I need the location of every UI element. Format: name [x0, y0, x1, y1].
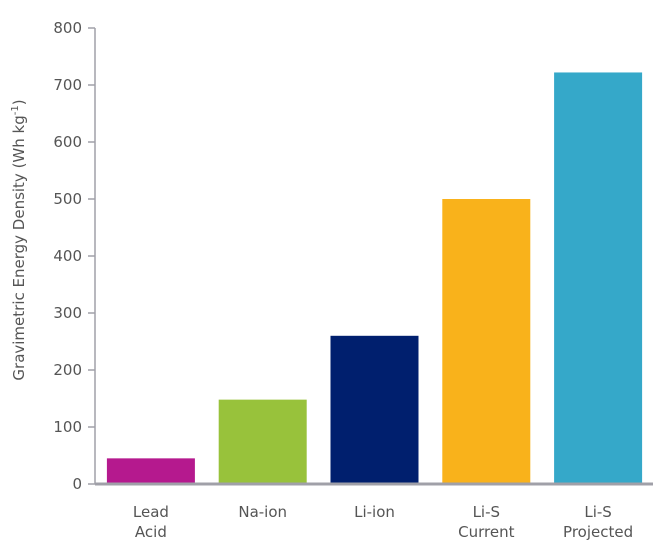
y-tick-label: 0 — [72, 475, 82, 493]
x-category-label: Li-S Current — [458, 503, 514, 541]
y-tick-label: 200 — [53, 361, 82, 379]
x-category-label-line: Li-ion — [354, 503, 395, 521]
bar — [442, 199, 531, 484]
y-tick-label: 800 — [53, 19, 82, 37]
bar — [554, 72, 643, 485]
x-category-label: Na-ion — [238, 503, 287, 521]
y-axis-title-superscript: -1 — [10, 105, 21, 115]
x-category-label-line: Li-S — [584, 503, 611, 521]
y-axis-title-suffix: ) — [10, 99, 28, 105]
y-axis-title: Gravimetric Energy Density (Wh kg-1) — [10, 99, 28, 380]
x-category-label: Li-S Projected — [563, 503, 633, 541]
x-category-label-line: Lead — [133, 503, 169, 521]
x-category-label-line: Acid — [135, 523, 167, 541]
x-category-label-line: Li-S — [473, 503, 500, 521]
y-axis-title-main: Gravimetric Energy Density (Wh kg — [10, 115, 28, 380]
bar — [106, 458, 195, 484]
y-tick-label: 600 — [53, 133, 82, 151]
x-category-label: Li-ion — [354, 503, 395, 521]
x-axis-category-labels: Lead Acid Na-ion Li-ion Li-S Current Li-S Proje… — [133, 503, 633, 541]
y-tick-label: 500 — [53, 190, 82, 208]
y-tick-label: 300 — [53, 304, 82, 322]
y-axis-ticks: 0 100 200 300 400 500 600 700 800 — [53, 19, 95, 493]
x-category-label-line: Projected — [563, 523, 633, 541]
y-tick-label: 100 — [53, 418, 82, 436]
x-category-label: Lead Acid — [133, 503, 169, 541]
y-tick-label: 400 — [53, 247, 82, 265]
bar — [330, 335, 419, 484]
bars — [106, 72, 643, 485]
x-category-label-line: Na-ion — [238, 503, 287, 521]
x-category-label-line: Current — [458, 523, 514, 541]
bar — [218, 399, 307, 484]
y-tick-label: 700 — [53, 76, 82, 94]
